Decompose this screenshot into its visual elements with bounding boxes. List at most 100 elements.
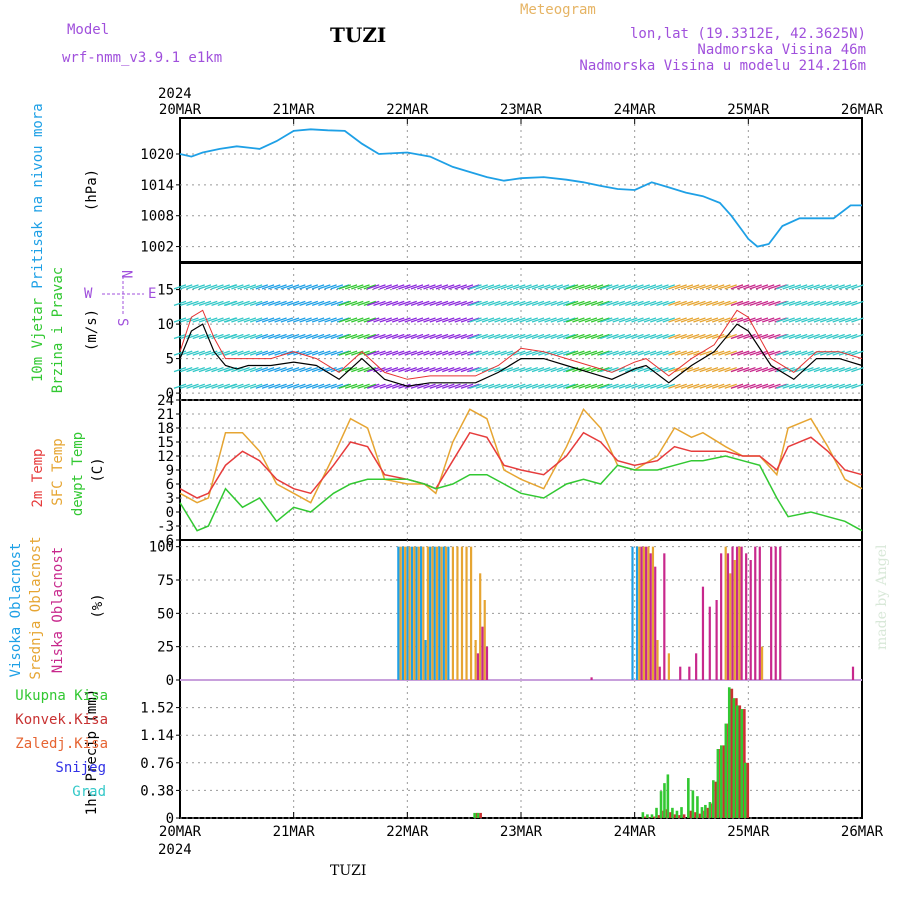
wind-arrow <box>442 383 455 389</box>
wind-arrow <box>268 383 281 389</box>
wind-arrow <box>801 317 814 323</box>
cloud-bar <box>413 546 416 680</box>
wind-arrow <box>762 284 775 290</box>
wind-arrow <box>597 333 610 340</box>
wind-arrow <box>730 317 744 323</box>
wind-arrow <box>743 284 756 290</box>
wind-arrow <box>625 350 638 356</box>
precip-bar-total <box>646 814 649 818</box>
wind-arrow <box>404 300 417 307</box>
wind-arrow <box>249 317 263 323</box>
wind-arrow <box>730 300 744 307</box>
panel-frame-wind <box>179 261 863 401</box>
wind-arrow <box>565 284 579 290</box>
wind-arrow <box>299 300 312 307</box>
wind-arrow <box>469 383 482 389</box>
wind-arrow <box>838 284 852 290</box>
wind-arrow <box>392 284 405 290</box>
wind-arrow <box>625 383 638 389</box>
wind-arrow <box>469 333 482 340</box>
wind-arrow <box>606 284 619 290</box>
wind-arrow <box>217 333 230 340</box>
cloud-bar <box>726 553 730 680</box>
wind-arrow <box>280 383 294 389</box>
wind-arrow <box>268 367 281 373</box>
wind-arrow <box>344 284 358 290</box>
wind-arrow <box>662 284 675 290</box>
wind-arrow <box>268 300 281 307</box>
wind-arrow <box>481 300 495 307</box>
wind-arrow <box>454 333 467 340</box>
wind-arrow <box>237 383 250 389</box>
wind-arrow <box>494 350 507 356</box>
precip-bar-total <box>666 774 670 818</box>
wind-arrow <box>488 350 501 356</box>
wind-arrow <box>531 300 545 307</box>
precip-bar-convective <box>738 705 742 818</box>
wind-arrow <box>782 300 795 307</box>
wind-arrow <box>563 300 576 307</box>
wind-arrow <box>357 317 370 323</box>
wind-arrow <box>544 383 557 389</box>
wind-arrow <box>755 317 769 323</box>
wind-arrow <box>550 367 564 373</box>
wind-arrow <box>776 383 789 389</box>
wind-arrow <box>606 317 619 323</box>
wind-arrow <box>367 333 380 340</box>
precip-bar-convective <box>653 816 656 818</box>
wind-arrow <box>429 317 442 323</box>
wind-arrow <box>338 317 352 323</box>
wind-arrow <box>525 284 539 290</box>
wind-arrow <box>668 350 681 356</box>
wind-arrow <box>385 300 399 307</box>
wind-arrow <box>367 284 380 290</box>
wind-arrow <box>668 317 681 323</box>
wind-arrow <box>488 383 501 389</box>
wind-arrow <box>776 284 789 290</box>
wind-arrow <box>280 300 294 307</box>
wind-arrow <box>224 333 238 340</box>
wind-arrow <box>668 284 681 290</box>
wind-arrow <box>693 300 706 307</box>
wind-arrow <box>743 333 756 340</box>
wind-arrow <box>807 300 820 307</box>
ytick-label: 10 <box>157 317 174 333</box>
wind-arrow <box>572 317 585 323</box>
wind-arrow <box>454 367 467 373</box>
wind-arrow <box>597 300 610 307</box>
wind-arrow <box>578 383 591 389</box>
wind-arrow <box>565 317 579 323</box>
wind-arrow <box>699 350 712 356</box>
wind-arrow <box>379 333 392 340</box>
cloud-bar <box>754 546 757 680</box>
wind-arrow <box>519 317 532 323</box>
wind-arrow <box>429 383 442 389</box>
wind-arrow <box>481 383 495 389</box>
wind-arrow <box>680 333 694 340</box>
wind-arrow <box>631 317 644 323</box>
wind-arrow <box>255 367 269 373</box>
wind-arrow <box>506 367 520 373</box>
wind-arrow <box>590 284 604 290</box>
wind-arrow <box>749 367 762 373</box>
ytick-label: 50 <box>157 606 174 622</box>
wind-arrow <box>475 300 488 307</box>
wind-arrow <box>330 300 344 307</box>
wind-arrow <box>819 300 833 307</box>
precip-bar-total <box>712 780 715 818</box>
wind-arrow <box>261 333 275 340</box>
wind-arrow <box>481 317 495 323</box>
wind-arrow <box>776 317 789 323</box>
wind-axis-label: 10m Vjetar <box>30 298 46 382</box>
wind-arrow <box>606 383 619 389</box>
wind-arrow <box>572 284 585 290</box>
wind-arrow <box>578 367 591 373</box>
wind-arrow <box>788 350 802 356</box>
wind-arrow <box>224 300 238 307</box>
wind-arrow <box>417 333 430 340</box>
wind-arrow <box>788 333 802 340</box>
wind-arrow <box>525 383 539 389</box>
wind-arrow <box>305 350 319 356</box>
wind-arrow <box>475 350 488 356</box>
wind-arrow <box>776 333 789 340</box>
